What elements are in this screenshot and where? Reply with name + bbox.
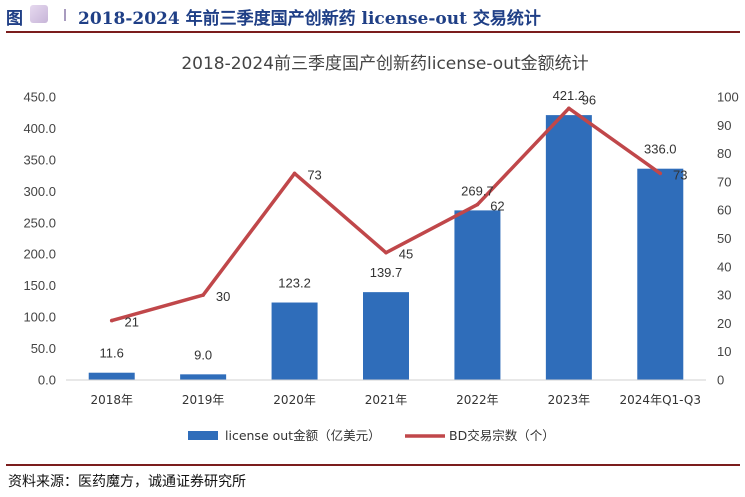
bar <box>454 210 501 380</box>
left-tick-label: 250.0 <box>23 215 56 230</box>
right-tick-label: 10 <box>717 344 731 359</box>
category-label: 2020年 <box>273 393 316 407</box>
right-tick-label: 70 <box>717 174 731 189</box>
line-point <box>292 171 297 176</box>
left-tick-label: 200.0 <box>23 247 56 262</box>
bar <box>545 115 592 380</box>
category-label: 2024年Q1-Q3 <box>620 393 701 407</box>
category-label: 2018年 <box>90 393 133 407</box>
bar-value-label: 421.2 <box>553 88 586 103</box>
bar <box>637 168 684 380</box>
left-tick-label: 350.0 <box>23 152 56 167</box>
right-tick-label: 20 <box>717 316 731 331</box>
bar-value-label: 269.7 <box>461 183 494 198</box>
left-tick-label: 0.0 <box>38 373 56 388</box>
left-tick-label: 300.0 <box>23 184 56 199</box>
line-point <box>658 171 663 176</box>
left-tick-label: 400.0 <box>23 121 56 136</box>
right-tick-label: 40 <box>717 259 731 274</box>
category-label: 2023年 <box>548 393 591 407</box>
chart-legend: license out金额（亿美元） BD交易宗数（个） <box>188 428 555 443</box>
figure-icon <box>30 5 48 23</box>
line-data-labels: 21 30 73 45 62 96 73 <box>124 92 687 329</box>
bar <box>88 372 135 380</box>
left-y-axis: 0.0 50.0 100.0 150.0 200.0 250.0 300.0 350.0 400… <box>23 90 56 388</box>
line-value-label: 73 <box>673 167 687 182</box>
line-value-label: 62 <box>490 199 504 214</box>
right-y-axis: 0 10 20 30 40 50 60 70 80 90 100 <box>717 90 739 388</box>
right-tick-label: 0 <box>717 373 724 388</box>
line-point <box>567 106 571 111</box>
legend-line-label: BD交易宗数（个） <box>449 428 555 443</box>
line-point <box>384 250 388 255</box>
line-value-label: 21 <box>124 315 138 330</box>
line-value-label: 73 <box>307 167 321 182</box>
right-tick-label: 90 <box>717 118 731 133</box>
x-axis-labels: 2018年 2019年 2020年 2021年 2022年 2023年 2024年Q1-Q3 <box>90 393 701 407</box>
bar <box>271 302 318 380</box>
source-note: 资料来源：医药魔方，诚通证券研究所 <box>8 474 246 490</box>
line-value-label: 45 <box>399 247 413 262</box>
line-value-label: 96 <box>582 92 596 107</box>
category-label: 2021年 <box>365 393 408 407</box>
bar <box>363 292 409 380</box>
right-tick-label: 80 <box>717 146 731 161</box>
legend-bar-swatch <box>188 431 218 440</box>
left-tick-label: 50.0 <box>31 341 56 356</box>
bar-value-label: 9.0 <box>194 347 212 362</box>
combo-chart: 2018-2024前三季度国产创新药license-out金额统计 0.0 50.… <box>23 54 739 443</box>
figure-divider <box>64 9 66 21</box>
figure-header: 图 2018-2024 年前三季度国产创新药 license-out 交易统计 <box>0 0 745 30</box>
bottom-rule <box>6 464 740 466</box>
bar-data-labels: 11.6 9.0 123.2 139.7 269.7 421.2 336.0 <box>100 88 677 362</box>
line-point <box>201 293 205 297</box>
bar-value-label: 11.6 <box>100 346 124 361</box>
line-series <box>109 106 663 323</box>
category-label: 2022年 <box>456 393 499 407</box>
right-tick-label: 60 <box>717 203 731 218</box>
bar-series <box>88 115 684 380</box>
right-tick-label: 50 <box>717 231 731 246</box>
bar-value-label: 336.0 <box>644 142 677 157</box>
top-rule <box>6 31 740 33</box>
right-tick-label: 100 <box>717 90 739 105</box>
figure-label: 图 <box>6 9 23 29</box>
left-tick-label: 450.0 <box>23 90 56 105</box>
bar-value-label: 123.2 <box>278 276 311 291</box>
line-value-label: 30 <box>216 289 230 304</box>
line-point <box>475 202 480 207</box>
left-tick-label: 150.0 <box>23 278 56 293</box>
right-tick-label: 30 <box>717 288 731 303</box>
left-tick-label: 100.0 <box>23 310 56 325</box>
chart-title: 2018-2024前三季度国产创新药license-out金额统计 <box>181 54 588 74</box>
legend-bar-label: license out金额（亿美元） <box>225 428 381 443</box>
bar-value-label: 139.7 <box>370 265 403 280</box>
line-point <box>109 318 114 323</box>
bar <box>180 374 227 380</box>
figure-title: 2018-2024 年前三季度国产创新药 license-out 交易统计 <box>78 9 541 29</box>
category-label: 2019年 <box>182 393 225 407</box>
